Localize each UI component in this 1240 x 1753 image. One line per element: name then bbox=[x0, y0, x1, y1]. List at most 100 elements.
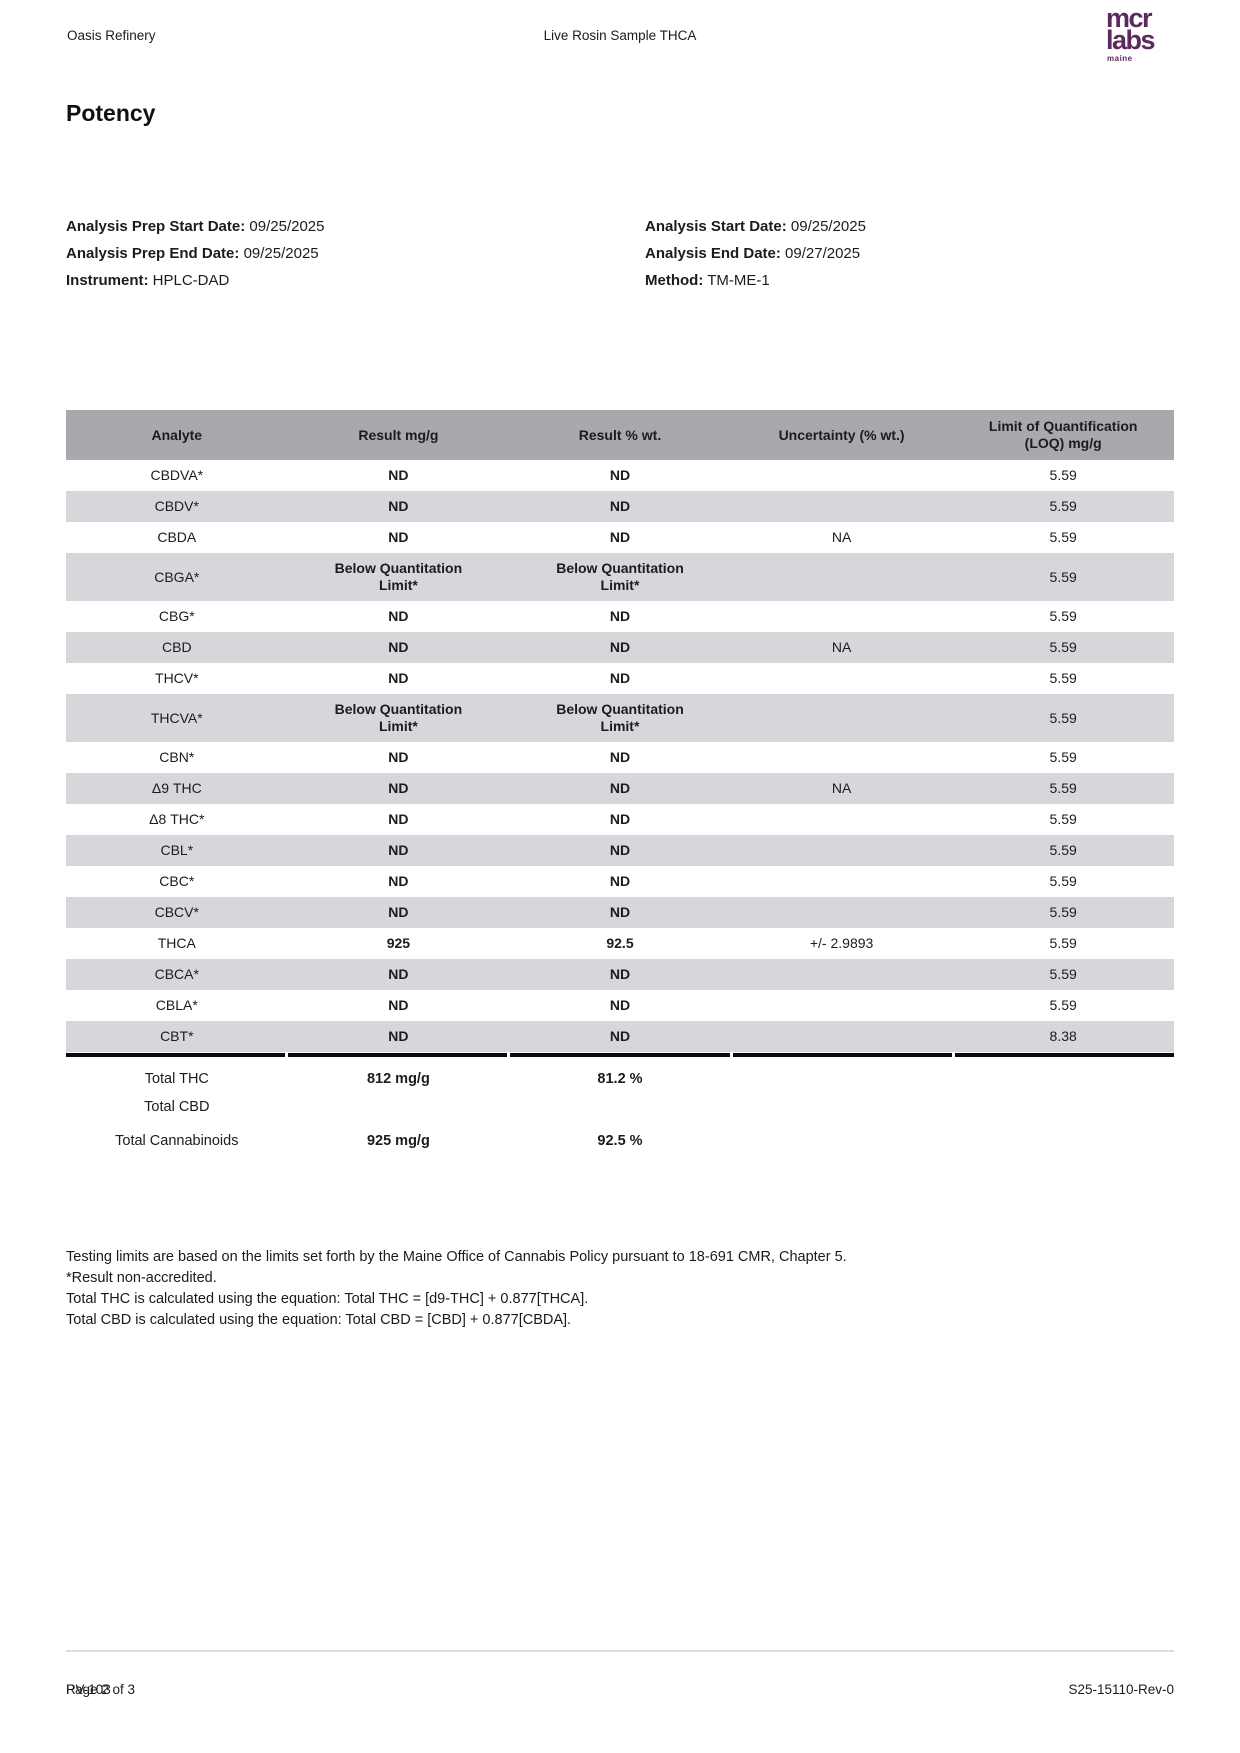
info-line: Analysis Prep Start Date: 09/25/2025 bbox=[66, 213, 645, 240]
table-row: CBN* ND ND 5.59 bbox=[66, 742, 1174, 773]
total-mg-value: 812 mg/g bbox=[366, 1071, 430, 1087]
cell-analyte: THCV* bbox=[155, 670, 199, 686]
info-label: Analysis Start Date: bbox=[645, 218, 787, 235]
cell-loq: 5.59 bbox=[1049, 904, 1077, 920]
cell-result-mg: ND bbox=[388, 467, 409, 483]
cell-result-pct: ND bbox=[609, 997, 631, 1013]
cell-result-mg: ND bbox=[388, 997, 409, 1013]
info-label: Analysis Prep End Date: bbox=[66, 245, 240, 262]
table-row: CBLA* ND ND 5.59 bbox=[66, 990, 1174, 1021]
info-value: TM-ME-1 bbox=[707, 272, 770, 289]
cell-analyte: CBT* bbox=[160, 1028, 194, 1044]
cell-uncertainty bbox=[731, 990, 953, 1021]
cell-result-pct: 92.5 bbox=[606, 935, 634, 951]
cell-result-mg: ND bbox=[388, 529, 409, 545]
table-row: Δ8 THC* ND ND 5.59 bbox=[66, 804, 1174, 835]
cell-loq: 5.59 bbox=[1049, 709, 1077, 726]
cell-uncertainty: +/- 2.9893 bbox=[809, 935, 874, 951]
footnote-total-thc-equation: Total THC is calculated using the equati… bbox=[66, 1291, 589, 1307]
total-pct-value bbox=[509, 1093, 731, 1121]
cell-loq: 5.59 bbox=[1049, 873, 1077, 889]
analysis-info: Analysis Prep Start Date: 09/25/2025 Ana… bbox=[0, 213, 1240, 294]
client-name: Oasis Refinery bbox=[67, 28, 156, 43]
sample-name: Live Rosin Sample THCA bbox=[543, 28, 697, 43]
footer-divider bbox=[66, 1650, 1174, 1652]
cell-loq: 5.59 bbox=[1049, 780, 1077, 796]
cell-result-pct: Below Quantitation Limit* bbox=[556, 701, 684, 734]
footer-page-number: Page 2 of 3 bbox=[66, 1682, 136, 1697]
cell-analyte: THCA bbox=[157, 935, 196, 951]
cell-loq: 5.59 bbox=[1049, 966, 1077, 982]
cell-uncertainty bbox=[731, 663, 953, 694]
total-pct-value: 92.5 % bbox=[597, 1133, 643, 1149]
cell-result-mg: ND bbox=[388, 842, 409, 858]
empty-cell bbox=[952, 1127, 1174, 1155]
footnotes: Testing limits are based on the limits s… bbox=[0, 1247, 1240, 1331]
totals-section: Total THC 812 mg/g 81.2 % Total CBD Tota… bbox=[66, 1065, 1174, 1155]
column-header-analyte: Analyte bbox=[151, 426, 203, 443]
column-header-uncertainty: Uncertainty (% wt.) bbox=[778, 426, 905, 443]
cell-result-mg: ND bbox=[388, 966, 409, 982]
total-cannabinoids-row: Total Cannabinoids 925 mg/g 92.5 % bbox=[66, 1127, 1174, 1155]
cell-loq: 5.59 bbox=[1049, 997, 1077, 1013]
cell-result-pct: ND bbox=[609, 670, 631, 686]
cell-analyte: Δ8 THC* bbox=[149, 811, 205, 827]
cell-analyte: CBDV* bbox=[154, 498, 199, 514]
cell-loq: 5.59 bbox=[1049, 811, 1077, 827]
page-header: Oasis Refinery Live Rosin Sample THCA mc… bbox=[0, 0, 1240, 96]
footnote-non-accredited: *Result non-accredited. bbox=[66, 1270, 217, 1286]
logo-text-labs: labs bbox=[1106, 24, 1156, 55]
table-row: THCA 925 92.5 +/- 2.9893 5.59 bbox=[66, 928, 1174, 959]
info-value: HPLC-DAD bbox=[152, 272, 230, 289]
total-cbd-row: Total CBD bbox=[66, 1093, 1174, 1121]
cell-loq: 5.59 bbox=[1049, 568, 1077, 585]
empty-cell bbox=[952, 1093, 1174, 1121]
cell-result-pct: ND bbox=[609, 639, 631, 655]
cell-loq: 5.59 bbox=[1049, 749, 1077, 765]
cell-result-pct: ND bbox=[609, 467, 631, 483]
table-row: CBD ND ND NA 5.59 bbox=[66, 632, 1174, 663]
cell-uncertainty bbox=[731, 1021, 953, 1052]
cell-result-mg: ND bbox=[388, 873, 409, 889]
cell-analyte: THCVA* bbox=[150, 709, 203, 726]
table-row: Δ9 THC ND ND NA 5.59 bbox=[66, 773, 1174, 804]
table-row: CBDA ND ND NA 5.59 bbox=[66, 522, 1174, 553]
cell-analyte: CBG* bbox=[158, 608, 195, 624]
totals-divider-rule bbox=[66, 1053, 1175, 1057]
cell-result-pct: ND bbox=[609, 904, 631, 920]
cell-uncertainty bbox=[731, 491, 953, 522]
analyte-rows: CBDVA* ND ND 5.59 CBDV* ND ND 5.59 CBDA ND ND NA 5.5… bbox=[66, 460, 1174, 1052]
cell-result-pct: ND bbox=[609, 780, 631, 796]
cell-result-pct: Below Quantitation Limit* bbox=[556, 560, 684, 593]
cell-analyte: CBLA* bbox=[155, 997, 198, 1013]
column-header-result-mg: Result mg/g bbox=[358, 426, 439, 443]
logo-text-maine: maine bbox=[1107, 54, 1133, 64]
cell-uncertainty: NA bbox=[831, 639, 852, 655]
cell-uncertainty bbox=[731, 694, 953, 742]
cell-analyte: CBCV* bbox=[154, 904, 199, 920]
info-value: 09/25/2025 bbox=[243, 245, 319, 262]
cell-result-pct: ND bbox=[609, 498, 631, 514]
cell-uncertainty bbox=[731, 460, 953, 491]
cell-result-mg: ND bbox=[388, 749, 409, 765]
empty-cell bbox=[731, 1065, 953, 1093]
cell-loq: 5.59 bbox=[1049, 498, 1077, 514]
cell-result-pct: ND bbox=[609, 749, 631, 765]
cell-loq: 5.59 bbox=[1049, 608, 1077, 624]
cell-result-mg: ND bbox=[388, 608, 409, 624]
cell-analyte: CBD bbox=[162, 639, 192, 655]
cell-analyte: CBCA* bbox=[154, 966, 199, 982]
cell-result-pct: ND bbox=[609, 873, 631, 889]
total-label: Total THC bbox=[144, 1071, 209, 1087]
potency-table: Analyte Result mg/g Result % wt. Uncerta… bbox=[0, 410, 1240, 1155]
table-row: CBT* ND ND 8.38 bbox=[66, 1021, 1174, 1052]
total-label: Total CBD bbox=[144, 1099, 210, 1115]
footer-doc-code: RV-103 bbox=[66, 1682, 111, 1697]
cell-loq: 5.59 bbox=[1049, 670, 1077, 686]
table-row: CBGA* Below Quantitation Limit* Below Quan… bbox=[66, 553, 1174, 601]
empty-cell bbox=[731, 1093, 953, 1121]
table-row: CBDVA* ND ND 5.59 bbox=[66, 460, 1174, 491]
footnote-total-cbd-equation: Total CBD is calculated using the equati… bbox=[66, 1312, 572, 1328]
cell-uncertainty bbox=[731, 959, 953, 990]
cell-loq: 5.59 bbox=[1049, 467, 1077, 483]
